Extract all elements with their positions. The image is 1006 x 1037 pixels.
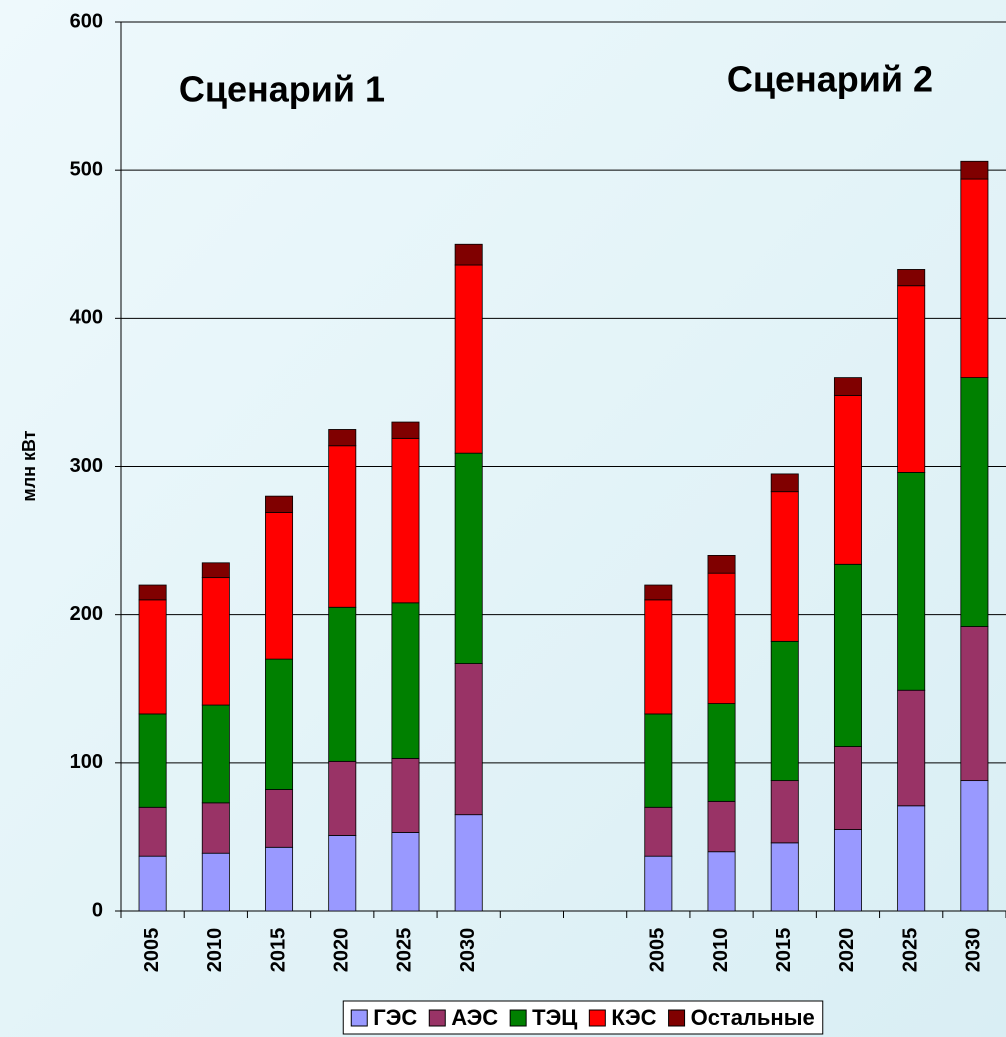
bar-segment xyxy=(960,626,989,782)
bar-segment xyxy=(265,512,294,660)
bar-segment xyxy=(138,584,167,601)
bar-segment xyxy=(960,780,989,912)
bar-segment xyxy=(454,243,483,266)
bar-segment xyxy=(454,264,483,454)
bar-segment xyxy=(265,846,294,912)
bar-segment xyxy=(201,577,230,706)
legend-swatch xyxy=(428,1009,446,1027)
bar-segment xyxy=(138,806,167,857)
bar-segment xyxy=(201,802,230,854)
legend-swatch xyxy=(588,1009,606,1027)
bar-segment xyxy=(328,760,357,836)
bar-segment xyxy=(454,452,483,664)
bar-segment xyxy=(897,805,926,912)
x-tick-label: 2010 xyxy=(710,928,732,973)
bar-segment xyxy=(391,437,420,604)
bar-segment xyxy=(960,178,989,379)
bar-segment xyxy=(201,704,230,804)
legend-label: ГЭС xyxy=(373,1005,417,1030)
bar-segment xyxy=(138,599,167,715)
bar-segment xyxy=(770,842,799,912)
bar-segment xyxy=(707,851,736,912)
bar-segment xyxy=(391,421,420,439)
annotation: Сценарий 1 xyxy=(179,69,385,110)
bar-segment xyxy=(770,640,799,782)
x-tick-label: 2010 xyxy=(204,928,226,973)
x-tick-label: 2015 xyxy=(267,928,289,973)
bar-segment xyxy=(328,445,357,608)
legend-swatch xyxy=(350,1009,368,1027)
y-tick-label: 400 xyxy=(70,307,103,329)
bar-segment xyxy=(960,160,989,180)
legend-swatch xyxy=(668,1009,686,1027)
bar-segment xyxy=(328,606,357,762)
bar-segment xyxy=(138,855,167,912)
bar-segment xyxy=(265,658,294,790)
y-tick-label: 0 xyxy=(92,899,103,921)
bar-segment xyxy=(707,703,736,802)
bar-segment xyxy=(707,800,736,853)
bar-segment xyxy=(644,806,673,857)
bar-segment xyxy=(897,285,926,473)
y-tick-label: 600 xyxy=(70,10,103,32)
y-tick-label: 300 xyxy=(70,455,103,477)
bar-segment xyxy=(960,377,989,627)
bar-segment xyxy=(644,713,673,808)
legend-label: ТЭЦ xyxy=(532,1005,577,1030)
bar-segment xyxy=(391,757,420,833)
y-tick-label: 100 xyxy=(70,751,103,773)
bar-segment xyxy=(265,789,294,848)
bar-segment xyxy=(328,835,357,912)
x-tick-label: 2005 xyxy=(141,928,163,973)
bar-segment xyxy=(644,599,673,715)
bar-segment xyxy=(454,663,483,816)
annotation: Сценарий 2 xyxy=(727,59,933,100)
bar-segment xyxy=(707,572,736,704)
x-tick-label: 2015 xyxy=(773,928,795,973)
bar-segment xyxy=(897,472,926,691)
legend-swatch xyxy=(509,1009,527,1027)
y-axis-label: млн кВт xyxy=(19,430,39,501)
bar-segment xyxy=(265,495,294,513)
bar-segment xyxy=(201,562,230,579)
legend-box xyxy=(342,1000,824,1035)
x-tick-label: 2005 xyxy=(647,928,669,973)
bar-segment xyxy=(897,689,926,807)
x-tick-label: 2030 xyxy=(457,928,479,973)
bar-segment xyxy=(833,746,862,830)
legend-label: Остальные xyxy=(691,1005,815,1030)
bar-segment xyxy=(833,829,862,912)
bar-segment xyxy=(707,555,736,574)
legend-label: АЭС xyxy=(451,1005,498,1030)
bar-segment xyxy=(897,269,926,287)
bar-segment xyxy=(770,491,799,642)
x-tick-label: 2030 xyxy=(963,928,985,973)
x-tick-label: 2025 xyxy=(394,928,416,973)
bar-segment xyxy=(644,855,673,912)
bar-segment xyxy=(833,377,862,396)
bar-segment xyxy=(201,852,230,912)
x-tick-label: 2020 xyxy=(836,928,858,973)
x-tick-label: 2020 xyxy=(331,928,353,973)
bar-segment xyxy=(770,473,799,493)
bar-segment xyxy=(770,780,799,844)
bar-segment xyxy=(138,713,167,808)
bar-segment xyxy=(391,602,420,759)
bar-segment xyxy=(833,563,862,747)
bar-segment xyxy=(833,394,862,565)
bar-segment xyxy=(328,429,357,447)
legend: ГЭС АЭС ТЭЦ КЭС Остальные xyxy=(342,1000,824,1035)
legend-label: КЭС xyxy=(611,1005,656,1030)
y-tick-label: 500 xyxy=(70,158,103,180)
bar-segment xyxy=(454,814,483,912)
bar-segment xyxy=(644,584,673,601)
bar-segment xyxy=(391,832,420,912)
y-tick-label: 200 xyxy=(70,603,103,625)
x-tick-label: 2025 xyxy=(899,928,921,973)
